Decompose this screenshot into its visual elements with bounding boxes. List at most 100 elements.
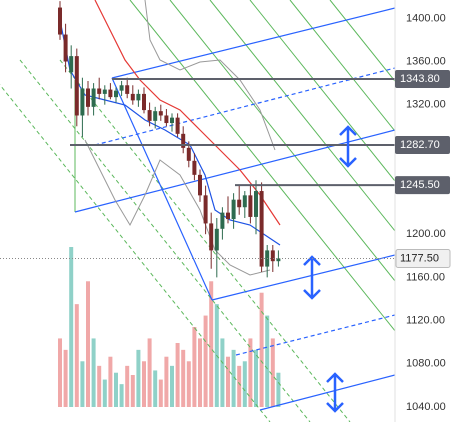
candle-body bbox=[158, 111, 163, 116]
volume-bar bbox=[254, 349, 258, 407]
volume-bar bbox=[220, 338, 225, 407]
candle-body bbox=[114, 90, 118, 98]
y-tick-label: 1080.00 bbox=[406, 358, 446, 370]
price-label-box bbox=[395, 135, 450, 154]
candle-body bbox=[58, 7, 62, 35]
candle-body bbox=[97, 88, 102, 94]
volume-bar bbox=[91, 338, 96, 407]
candle-body bbox=[209, 223, 214, 251]
last-price-box bbox=[395, 248, 451, 268]
volume-bar bbox=[142, 361, 146, 407]
ma-red bbox=[94, 0, 281, 226]
candle-body bbox=[69, 56, 74, 73]
last-price-label: 1177.50 bbox=[400, 252, 439, 264]
candle-body bbox=[175, 117, 180, 134]
volume-bar bbox=[192, 327, 197, 407]
candle-body bbox=[108, 89, 113, 98]
candle-body bbox=[102, 89, 107, 94]
bollinger-lower bbox=[84, 139, 271, 276]
volume-bar bbox=[265, 315, 270, 407]
candle-body bbox=[130, 93, 135, 101]
volume-bar bbox=[130, 375, 135, 407]
volume-bar bbox=[86, 281, 90, 407]
y-tick-label: 1040.00 bbox=[406, 401, 446, 413]
candle-body bbox=[181, 133, 186, 148]
candle-body bbox=[214, 228, 219, 251]
volume-bar bbox=[198, 338, 202, 407]
volume-bar bbox=[114, 372, 118, 407]
volume-bar bbox=[259, 292, 264, 407]
candle-body bbox=[142, 93, 146, 111]
volume-bar bbox=[108, 356, 113, 407]
volume-bar bbox=[97, 365, 102, 407]
volume-bar bbox=[158, 379, 163, 407]
volume-bar bbox=[58, 338, 62, 407]
volume-bar bbox=[153, 370, 158, 407]
candle-body bbox=[119, 85, 124, 91]
candle-body bbox=[248, 195, 253, 217]
candle-body bbox=[74, 56, 79, 116]
volume-bar bbox=[164, 356, 169, 407]
candle-body bbox=[192, 160, 197, 175]
bollinger-upper bbox=[144, 0, 276, 151]
candle-body bbox=[198, 174, 202, 196]
volume-bar bbox=[63, 349, 68, 407]
volume-bar bbox=[181, 349, 186, 407]
candle-body bbox=[153, 111, 158, 121]
volume-bar bbox=[69, 247, 74, 407]
y-tick-label: 1400.00 bbox=[406, 12, 446, 24]
candle-body bbox=[259, 191, 264, 267]
volume-bar bbox=[270, 338, 275, 407]
volume-bar bbox=[147, 338, 152, 407]
volume-bar bbox=[119, 384, 124, 407]
y-tick-label: 1360.00 bbox=[406, 55, 446, 67]
volume-bar bbox=[74, 304, 79, 407]
ma-blue bbox=[59, 19, 281, 246]
candle-body bbox=[125, 85, 130, 94]
price-label-box bbox=[395, 176, 450, 195]
candle-body bbox=[186, 147, 191, 161]
y-tick-label: 1200.00 bbox=[406, 228, 446, 240]
volume-bar bbox=[175, 343, 180, 407]
candle-body bbox=[226, 212, 230, 220]
candle-body bbox=[63, 34, 68, 62]
candle-body bbox=[276, 258, 281, 262]
candle-body bbox=[270, 250, 275, 262]
candle-body bbox=[91, 88, 96, 107]
volume-bar bbox=[136, 349, 141, 407]
volume-bar bbox=[248, 338, 253, 407]
candle-body bbox=[147, 110, 152, 121]
candle-body bbox=[254, 191, 258, 217]
y-tick-label: 1160.00 bbox=[406, 271, 445, 283]
y-tick-label: 1120.00 bbox=[406, 314, 445, 326]
candle-body bbox=[220, 212, 225, 229]
candle-body bbox=[170, 117, 174, 124]
price-label: 1282.70 bbox=[400, 139, 440, 151]
volume-bar bbox=[186, 361, 191, 407]
candle-body bbox=[237, 199, 242, 208]
price-label: 1343.80 bbox=[400, 73, 440, 85]
volume-bar bbox=[237, 365, 242, 407]
volume-bar bbox=[242, 361, 247, 407]
volume-bar bbox=[209, 281, 214, 407]
candle-body bbox=[80, 88, 85, 116]
volume-bar bbox=[231, 349, 236, 407]
pitchfork bbox=[74, 7, 395, 411]
volume-bar bbox=[80, 361, 85, 407]
candle-body bbox=[203, 195, 208, 224]
price-label: 1245.50 bbox=[400, 179, 440, 191]
volume-bar bbox=[276, 372, 281, 407]
candle-body bbox=[164, 115, 169, 124]
candle-body bbox=[231, 199, 236, 220]
volume-bar bbox=[125, 365, 130, 407]
candle-body bbox=[136, 93, 141, 101]
arrows bbox=[303, 125, 357, 413]
candle-body bbox=[86, 88, 90, 107]
volume-bar bbox=[203, 315, 208, 407]
volume-bar bbox=[102, 379, 107, 407]
volume-bar bbox=[170, 365, 174, 407]
y-tick-label: 1320.00 bbox=[406, 99, 446, 111]
